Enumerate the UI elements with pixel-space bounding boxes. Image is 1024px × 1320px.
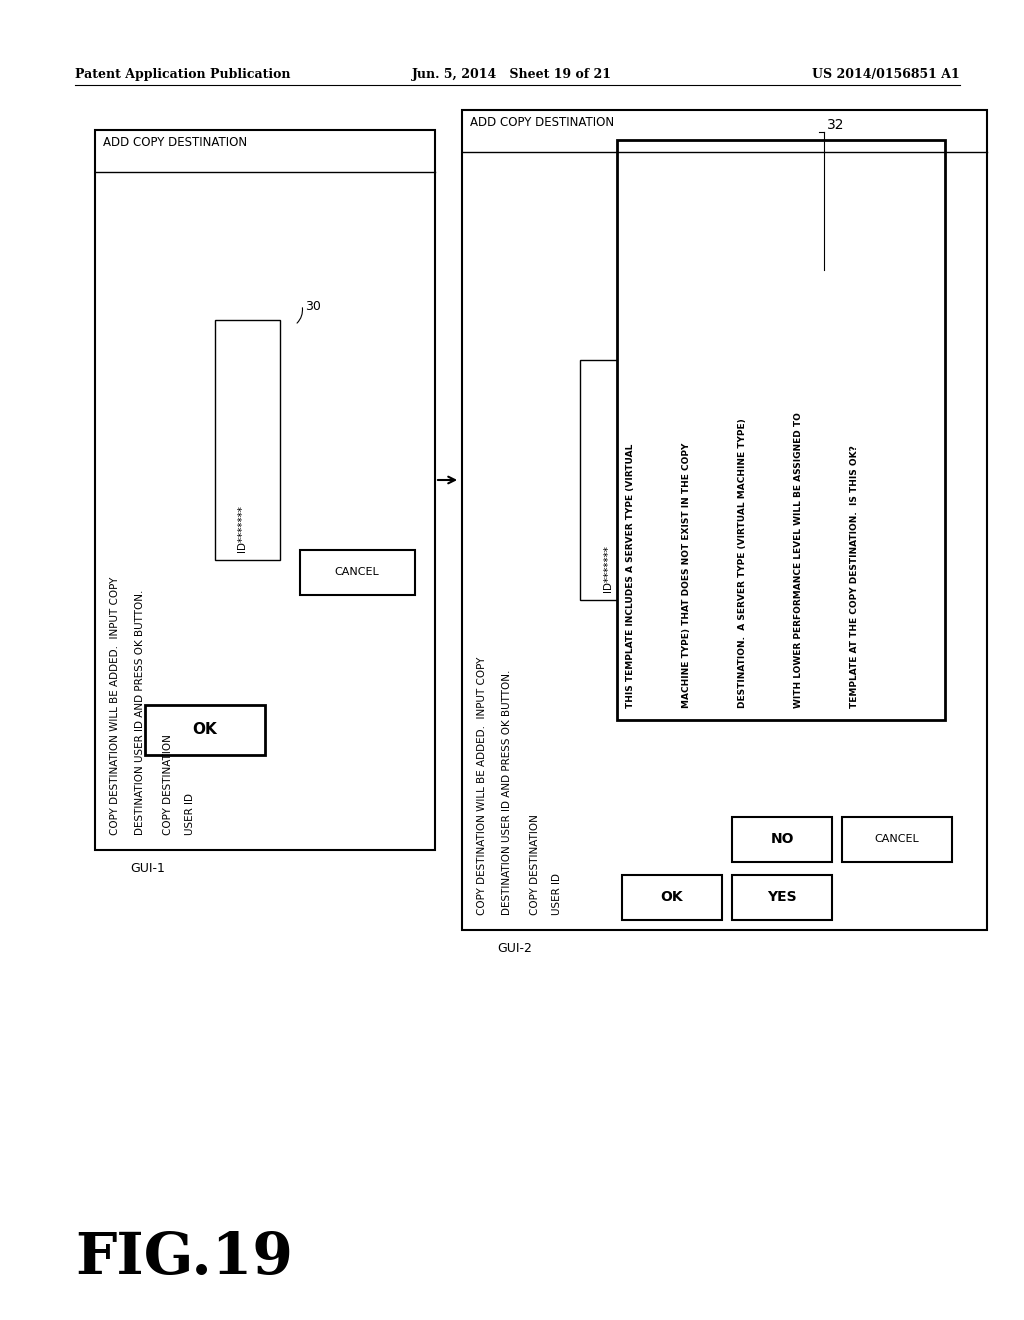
Bar xyxy=(842,817,952,862)
Text: COPY DESTINATION: COPY DESTINATION xyxy=(163,734,173,836)
Text: ID*******: ID******* xyxy=(602,545,612,591)
Text: OK: OK xyxy=(660,890,683,904)
Text: DESTINATION USER ID AND PRESS OK BUTTON.: DESTINATION USER ID AND PRESS OK BUTTON. xyxy=(502,669,512,915)
Bar xyxy=(300,550,415,595)
Bar xyxy=(732,875,831,920)
Text: Jun. 5, 2014   Sheet 19 of 21: Jun. 5, 2014 Sheet 19 of 21 xyxy=(412,69,612,81)
Text: US 2014/0156851 A1: US 2014/0156851 A1 xyxy=(812,69,961,81)
Text: 32: 32 xyxy=(827,117,845,132)
Bar xyxy=(732,817,831,862)
Text: FIG.19: FIG.19 xyxy=(75,1230,293,1286)
Text: DESTINATION USER ID AND PRESS OK BUTTON.: DESTINATION USER ID AND PRESS OK BUTTON. xyxy=(135,590,145,836)
Bar xyxy=(580,360,645,601)
Text: ID*******: ID******* xyxy=(238,506,248,552)
Text: OK: OK xyxy=(193,722,217,738)
Text: COPY DESTINATION: COPY DESTINATION xyxy=(530,814,540,915)
Text: COPY DESTINATION WILL BE ADDED.  INPUT COPY: COPY DESTINATION WILL BE ADDED. INPUT CO… xyxy=(477,656,487,915)
Text: WITH LOWER PERFORMANCE LEVEL WILL BE ASSIGNED TO: WITH LOWER PERFORMANCE LEVEL WILL BE ASS… xyxy=(794,412,803,708)
Text: ADD COPY DESTINATION: ADD COPY DESTINATION xyxy=(470,116,614,129)
Bar xyxy=(145,705,265,755)
Text: TEMPLATE AT THE COPY DESTINATION.  IS THIS OK?: TEMPLATE AT THE COPY DESTINATION. IS THI… xyxy=(850,445,859,708)
Text: USER ID: USER ID xyxy=(185,793,195,836)
Text: CANCEL: CANCEL xyxy=(874,834,920,843)
Text: GUI-1: GUI-1 xyxy=(130,862,165,875)
Bar xyxy=(622,875,722,920)
Text: NO: NO xyxy=(770,832,794,846)
Bar xyxy=(462,110,987,931)
Text: ADD COPY DESTINATION: ADD COPY DESTINATION xyxy=(103,136,247,149)
Text: COPY DESTINATION WILL BE ADDED.  INPUT COPY: COPY DESTINATION WILL BE ADDED. INPUT CO… xyxy=(110,577,120,836)
Bar xyxy=(617,140,945,719)
Text: MACHINE TYPE) THAT DOES NOT EXIST IN THE COPY: MACHINE TYPE) THAT DOES NOT EXIST IN THE… xyxy=(682,442,691,708)
Text: GUI-2: GUI-2 xyxy=(497,942,531,954)
Bar xyxy=(215,319,280,560)
Text: THIS TEMPLATE INCLUDES A SERVER TYPE (VIRTUAL: THIS TEMPLATE INCLUDES A SERVER TYPE (VI… xyxy=(626,444,635,708)
Text: YES: YES xyxy=(767,890,797,904)
Text: Patent Application Publication: Patent Application Publication xyxy=(75,69,291,81)
Text: CANCEL: CANCEL xyxy=(335,568,379,577)
Bar xyxy=(95,129,435,850)
Text: DESTINATION.  A SERVER TYPE (VIRTUAL MACHINE TYPE): DESTINATION. A SERVER TYPE (VIRTUAL MACH… xyxy=(738,418,746,708)
Text: USER ID: USER ID xyxy=(552,873,562,915)
Text: 30: 30 xyxy=(305,300,321,313)
